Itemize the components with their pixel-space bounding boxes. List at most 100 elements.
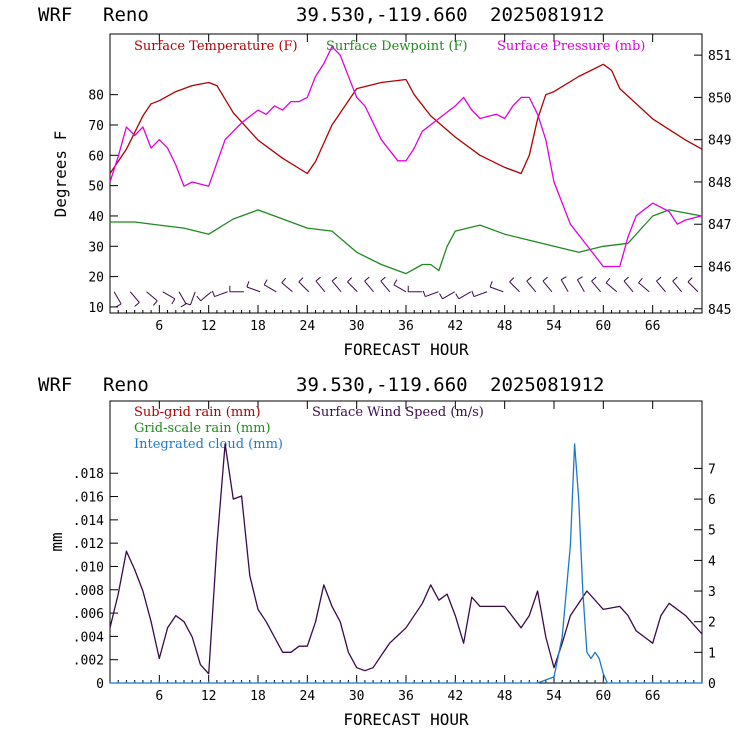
cloud-baseline-dot [602,681,605,683]
top-x-axis: 6 12 18 24 30 36 42 48 54 60 66 [117,34,695,334]
bottom-location-label: Reno [103,374,149,396]
x-tick-label: 48 [497,319,513,334]
series-line-surface-pressure-mb [109,46,703,268]
x-tick-label: 30 [349,689,365,704]
wind-barb [656,276,666,293]
bottom-x-axis-label: FORECAST HOUR [343,710,469,729]
y-tick-label: .010 [73,560,104,575]
x-tick-label: 18 [250,689,266,704]
cloud-baseline-dot [281,681,284,683]
wind-barb [576,276,585,293]
x-tick-label: 60 [596,319,612,334]
cloud-baseline-dot [298,681,301,683]
cloud-baseline-dot [585,681,588,683]
y-tick-label: 10 [88,301,104,316]
cloud-baseline-dot [454,681,457,683]
cloud-baseline-dot [462,681,465,683]
wind-barb [489,281,504,293]
y-tick-label: 20 [88,271,104,286]
wind-barb [263,279,277,293]
wind-barb [455,291,472,300]
cloud-baseline-dot [257,681,259,683]
cloud-baseline-dot [692,681,695,683]
wind-barb [347,277,358,293]
x-tick-label: 12 [201,319,217,334]
cloud-baseline-dot [413,681,416,683]
y-tick-label: 50 [88,180,104,195]
cloud-baseline-dot [372,681,375,683]
cloud-baseline-dot [495,681,498,683]
cloud-baseline-dot [331,681,333,683]
wind-barb [298,277,310,293]
y2-tick-label: 7 [708,462,716,477]
cloud-baseline-dot [405,681,407,683]
cloud-baseline-dot [651,681,654,683]
top-legend: Surface Temperature (F) Surface Dewpoint… [134,39,645,54]
wind-barb [422,290,439,298]
cloud-baseline-dot [125,681,128,683]
cloud-baseline-dot [183,681,185,683]
y-tick-label: .004 [73,630,104,645]
cloud-baseline-dot [503,681,506,683]
x-tick-label: 48 [497,689,513,704]
legend-subgrid-rain: Sub-grid rain (mm) [134,405,261,420]
wind-barb [211,290,228,298]
cloud-baseline-dot [594,681,597,683]
top-y-axis: 10 20 30 40 50 60 70 80 [88,89,118,316]
wind-barb [364,276,374,293]
x-tick-label: 18 [250,319,266,334]
cloud-baseline-dot [339,681,342,683]
cloud-baseline-dot [355,681,358,683]
wind-barb [393,279,407,293]
temperature-panel: WRF Reno 39.530,-119.660 2025081912 6 12 1… [38,4,731,359]
top-location-label: Reno [103,4,149,26]
bottom-date-label: 2025081912 [490,374,604,396]
x-tick-label: 36 [398,319,414,334]
cloud-baseline-dot [322,681,325,683]
y2-tick-label: 1 [708,646,716,661]
cloud-baseline-dot [446,681,449,683]
y2-tick-label: 850 [708,91,731,106]
x-tick-label: 42 [448,689,464,704]
cloud-baseline-dot [273,681,276,683]
cloud-baseline-dot [437,681,440,683]
wind-barb [560,276,569,293]
cloud-baseline-dot [643,681,646,683]
y2-tick-label: 3 [708,585,716,600]
cloud-baseline-dot [224,681,227,683]
x-tick-label: 6 [155,689,163,704]
top-y-axis-label: Degrees F [51,131,70,218]
wind-barb [509,277,520,293]
cloud-baseline-dot [141,681,144,683]
x-tick-label: 24 [300,689,316,704]
cloud-baseline-dot [479,681,481,683]
cloud-baseline-dot [511,681,514,683]
y-tick-label: .016 [73,491,104,506]
y2-tick-label: 4 [708,554,716,569]
cloud-baseline-dot [701,681,703,683]
bottom-series-group [109,443,703,684]
cloud-baseline-dot [610,681,613,683]
cloud-baseline-dot [380,681,383,683]
cloud-baseline-dot [363,681,366,683]
series-line-surface-wind-speed-m-s [109,443,703,675]
legend-surface-pressure: Surface Pressure (mb) [497,39,645,54]
x-tick-label: 54 [546,689,562,704]
wind-barb [196,291,212,302]
cloud-baseline-dot [684,681,687,683]
wind-barb [380,276,391,293]
wind-barb [113,291,122,308]
y-tick-label: .006 [73,607,104,622]
top-coords-label: 39.530,-119.660 [296,4,468,26]
cloud-baseline-dot [314,681,317,683]
top-date-label: 2025081912 [490,4,604,26]
wind-barb [229,285,244,293]
wind-barb [591,276,601,293]
wind-barb [623,276,634,293]
wind-barb [638,277,650,293]
wind-barb [246,281,261,293]
cloud-baseline-dot [668,681,671,683]
y2-tick-label: 6 [708,493,716,508]
cloud-baseline-dot [528,681,531,683]
